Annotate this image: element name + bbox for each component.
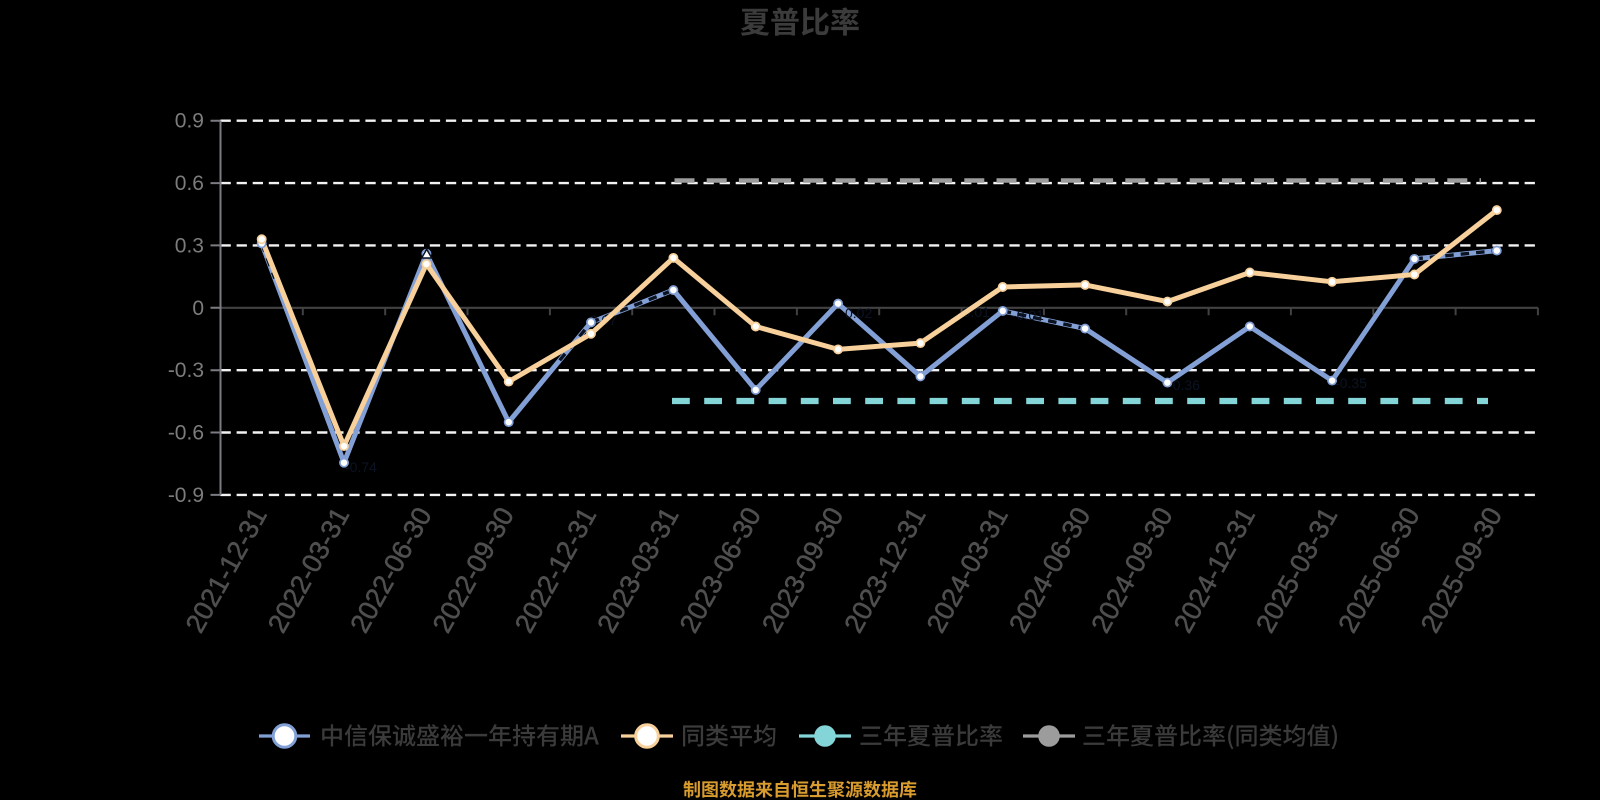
svg-text:-0.74: -0.74 bbox=[345, 459, 377, 475]
svg-text:-0.01: -0.01 bbox=[1012, 307, 1044, 323]
svg-text:0.6: 0.6 bbox=[175, 172, 204, 195]
svg-text:0.9: 0.9 bbox=[175, 110, 204, 133]
svg-text:0: 0 bbox=[192, 297, 204, 320]
svg-text:-0.35: -0.35 bbox=[1335, 375, 1367, 391]
svg-text:-0.36: -0.36 bbox=[1168, 377, 1200, 393]
svg-text:0.02: 0.02 bbox=[845, 305, 872, 321]
svg-text:-0.3: -0.3 bbox=[168, 359, 204, 382]
svg-text:-0.9: -0.9 bbox=[168, 484, 204, 507]
svg-text:-0.6: -0.6 bbox=[168, 422, 204, 445]
svg-text:0.3: 0.3 bbox=[175, 234, 204, 257]
svg-text:-0.01: -0.01 bbox=[958, 304, 990, 320]
